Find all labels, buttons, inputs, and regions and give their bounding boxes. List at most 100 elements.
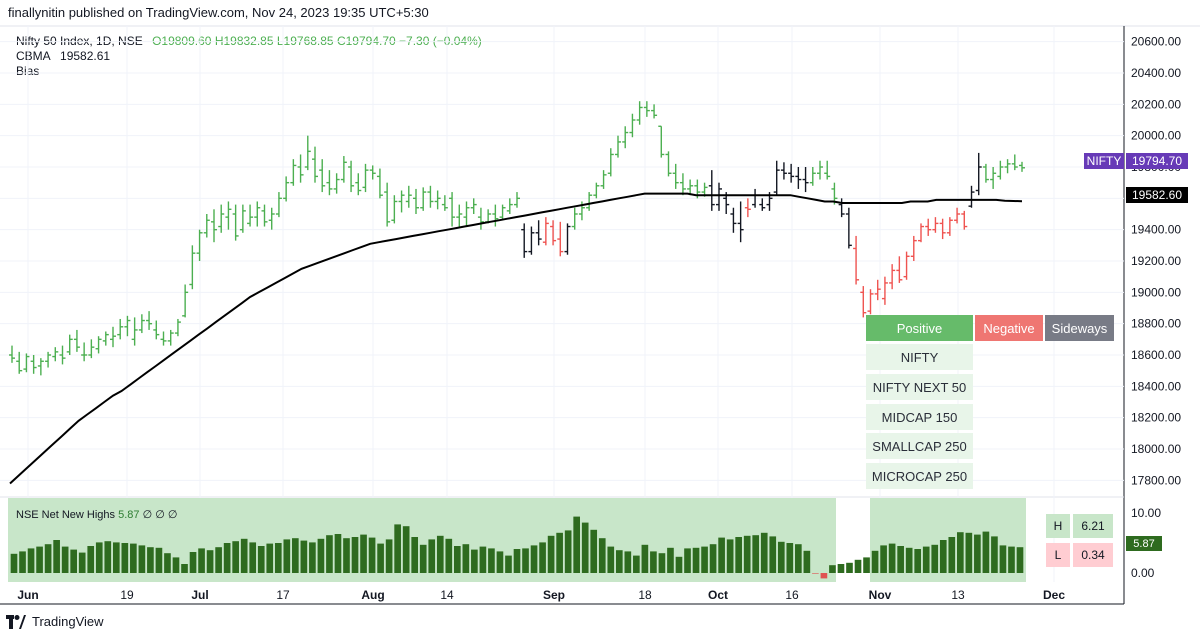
net-new-highs-bar: [752, 535, 760, 573]
net-new-highs-bar: [650, 551, 657, 573]
net-new-highs-bar: [829, 565, 836, 573]
net-new-highs-bar: [27, 548, 35, 573]
y-tick-label: 19400.00: [1131, 223, 1181, 237]
net-new-highs-bar: [130, 543, 137, 573]
net-new-highs-bar: [164, 553, 171, 573]
tradingview-logo-icon: [6, 614, 26, 629]
x-tick-label: 16: [785, 588, 799, 602]
x-tick-label: Nov: [869, 588, 892, 602]
net-new-highs-bar: [317, 538, 325, 573]
nifty-price-tag: 19794.70: [1126, 153, 1188, 169]
net-new-highs-bar: [402, 526, 410, 573]
net-new-highs-bar: [232, 541, 239, 573]
net-new-highs-bar: [709, 544, 717, 573]
net-new-highs-bar: [939, 540, 947, 573]
x-tick-label: Dec: [1043, 588, 1065, 602]
net-new-highs-bar: [53, 540, 60, 573]
net-new-highs-bar: [556, 532, 563, 573]
index-nifty: NIFTY: [866, 344, 973, 370]
sideways-header: Sideways: [1045, 315, 1114, 341]
net-new-highs-bar: [215, 547, 222, 573]
y-tick-label: 19200.00: [1131, 254, 1181, 268]
net-new-highs-bar: [684, 548, 691, 573]
negative-header: Negative: [975, 315, 1043, 341]
net-new-highs-bar: [36, 546, 43, 573]
net-new-highs-bar: [360, 534, 367, 573]
net-new-highs-bar: [44, 544, 52, 573]
net-new-highs-bar: [95, 542, 103, 573]
net-new-highs-bar: [948, 537, 956, 573]
x-tick-label: 17: [276, 588, 290, 602]
net-new-highs-bar: [931, 544, 939, 573]
close-value: C19794.70: [336, 34, 396, 48]
net-new-highs-bar: [505, 555, 512, 573]
net-new-highs-bar: [249, 542, 257, 573]
cbma-line: [9, 192, 1023, 485]
nifty-tag-label: NIFTY: [1084, 153, 1124, 169]
net-new-highs-bar: [385, 539, 393, 573]
net-new-highs-bar: [812, 573, 819, 574]
net-new-highs-bar: [991, 536, 998, 573]
net-new-highs-bar: [300, 540, 308, 573]
y-tick-label: 20200.00: [1131, 97, 1181, 111]
net-new-highs-bar: [436, 535, 444, 573]
footer-brand[interactable]: TradingView: [32, 614, 104, 629]
net-new-highs-bar: [155, 547, 163, 573]
y-tick-label: 18400.00: [1131, 379, 1181, 393]
net-new-highs-bar: [667, 547, 674, 573]
y-tick-label: 18000.00: [1131, 442, 1181, 456]
null-icons: ∅ ∅ ∅: [142, 509, 178, 521]
net-new-highs-bar: [1008, 546, 1015, 573]
high-label: H: [1046, 514, 1070, 538]
net-new-highs-bar: [871, 550, 879, 573]
x-tick-label: Jul: [191, 588, 208, 602]
x-tick-label: 18: [638, 588, 652, 602]
low-label: L: [1046, 543, 1070, 567]
net-new-highs-bar: [615, 550, 623, 573]
net-new-highs-bar: [956, 532, 964, 573]
net-new-highs-bar: [172, 557, 180, 573]
net-new-highs-bar: [922, 546, 930, 573]
net-new-highs-bar: [206, 550, 214, 573]
footer: TradingView: [6, 614, 104, 629]
net-new-highs-bar: [351, 537, 359, 573]
x-tick-label: Sep: [543, 588, 565, 602]
net-new-highs-bar: [547, 535, 555, 573]
y-tick-label: 20000.00: [1131, 129, 1181, 143]
net-new-highs-label[interactable]: NSE Net New Highs: [16, 509, 116, 521]
cbma-label[interactable]: CBMA: [16, 49, 51, 63]
net-new-highs-bar: [820, 573, 828, 579]
x-tick-label: Jun: [17, 588, 38, 602]
net-new-highs-bar: [257, 546, 265, 573]
net-new-highs-bar: [377, 543, 384, 573]
y-tick-label: 18200.00: [1131, 411, 1181, 425]
net-new-highs-bar: [326, 535, 333, 573]
high-value: H19832.85: [214, 34, 274, 48]
net-new-highs-bar: [104, 541, 112, 573]
symbol-name[interactable]: Nifty 50 Index, 1D, NSE: [16, 34, 143, 48]
net-new-highs-bar: [760, 532, 768, 573]
net-new-highs-bar: [479, 546, 487, 573]
net-new-highs-bar: [974, 534, 981, 573]
net-new-highs-bar: [1016, 547, 1024, 573]
net-new-highs-bar: [10, 553, 18, 573]
net-new-highs-bar: [999, 545, 1007, 573]
net-new-highs-bar: [368, 537, 376, 573]
net-new-highs-bar: [564, 530, 572, 573]
cbma-price-tag: 19582.60: [1126, 187, 1188, 203]
net-new-highs-bar: [266, 543, 274, 573]
net-new-highs-bar: [61, 546, 69, 573]
publish-header: finallynitin published on TradingView.co…: [8, 5, 429, 20]
net-new-highs-bar: [692, 547, 700, 573]
net-new-highs-bar: [726, 539, 734, 573]
cbma-value: 19582.61: [60, 49, 111, 63]
net-new-highs-bar: [445, 538, 453, 573]
net-new-highs-bar: [658, 553, 666, 573]
cbma-legend: CBMA 19582.61: [16, 49, 110, 63]
net-value-tag: 5.87: [1126, 536, 1162, 551]
net-new-highs-bar: [777, 541, 785, 573]
net-new-highs-bar: [590, 529, 598, 573]
net-y-tick-label: 0.00: [1131, 566, 1155, 580]
